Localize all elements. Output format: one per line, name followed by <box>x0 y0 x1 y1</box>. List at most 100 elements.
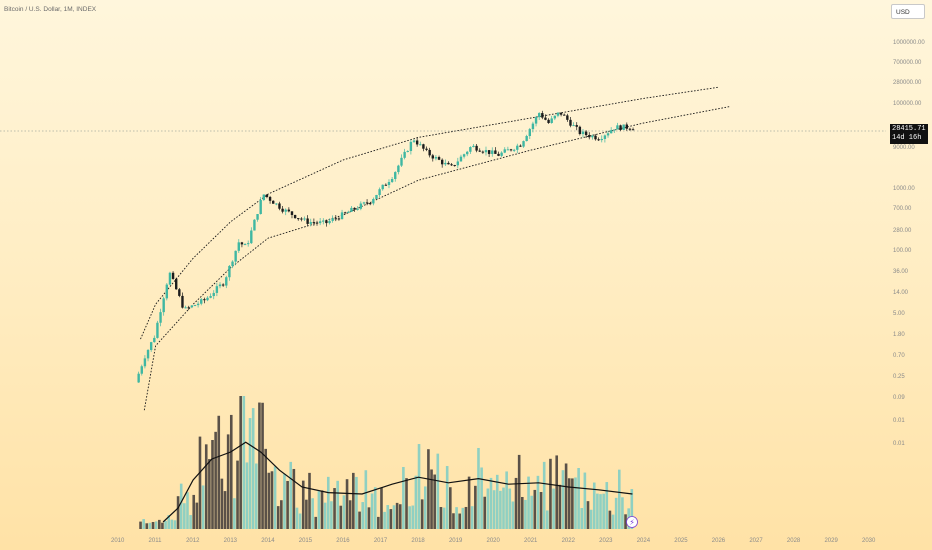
volume-bar <box>520 496 524 529</box>
candle-body <box>153 337 156 343</box>
candle-body <box>378 189 381 195</box>
candle-body <box>500 152 503 156</box>
candle-body <box>196 303 200 306</box>
volume-bar <box>367 507 371 529</box>
volume-bar <box>167 515 170 529</box>
volume-bar <box>314 516 318 529</box>
price-axis-tick-label: 700000.00 <box>893 60 922 66</box>
candle-body <box>200 299 203 304</box>
price-axis-tick-label: 700.00 <box>893 206 912 212</box>
candle-body <box>537 113 541 118</box>
candle-body <box>575 125 578 127</box>
candle-body <box>353 207 356 210</box>
volume-bar <box>267 472 271 529</box>
volume-bar <box>433 474 436 529</box>
volume-bar <box>539 491 543 529</box>
volume-bar <box>445 466 449 529</box>
volume-bar <box>217 415 221 529</box>
volume-bar <box>586 501 590 529</box>
volume-bar <box>461 507 465 529</box>
price-axis-tick-label: 1.80 <box>893 332 905 338</box>
time-axis-tick-label: 2011 <box>149 538 163 544</box>
volume-bar <box>423 486 427 529</box>
candle-body <box>453 165 456 167</box>
time-axis[interactable]: 2010 2011 2012 2013 2014 2015 2016 2017 2018 2019… <box>111 538 876 544</box>
candle-body <box>437 157 441 160</box>
currency-selector-button[interactable]: USD <box>891 4 925 19</box>
candle-body <box>340 212 344 220</box>
price-axis-tick-label: 36.00 <box>893 269 909 275</box>
volume-bar <box>527 476 530 529</box>
candle-body <box>450 164 453 166</box>
volume-bar <box>239 396 242 529</box>
candle-body <box>419 144 422 146</box>
volume-bar <box>289 461 293 529</box>
volume-bar <box>336 480 339 529</box>
volume-bar <box>170 519 174 529</box>
candle-body <box>231 261 234 266</box>
volume-bar <box>173 520 177 529</box>
candle-body <box>544 117 547 120</box>
candle-body <box>318 221 322 224</box>
volume-bar <box>495 474 499 529</box>
volume-bar <box>326 476 330 529</box>
volume-bar <box>555 455 559 529</box>
volume-bar <box>589 509 593 529</box>
price-axis-tick-label: 0.25 <box>893 374 905 380</box>
candle-body <box>184 307 187 309</box>
candle-body <box>256 214 259 220</box>
candle-body <box>387 181 391 185</box>
volume-bar <box>483 496 487 529</box>
candle-body <box>140 366 143 374</box>
candle-body <box>631 129 635 131</box>
channel-lines <box>140 86 731 411</box>
candle-body <box>591 135 594 138</box>
candle-body <box>578 126 582 135</box>
candle-body <box>628 128 632 130</box>
volume-bar <box>201 485 205 529</box>
last-price-value: 28415.71 <box>892 125 926 133</box>
volume-bar <box>524 499 527 529</box>
candle-body <box>600 138 603 141</box>
volume-bar <box>442 507 446 529</box>
lightning-icon[interactable]: ⚡ <box>626 516 638 528</box>
candle-body <box>503 149 506 153</box>
volume-bar <box>311 498 314 529</box>
candle-body <box>425 148 428 150</box>
candle-body <box>209 296 212 298</box>
time-axis-tick-label: 2021 <box>524 538 538 544</box>
price-axis-tick-label: 280000.00 <box>893 80 922 86</box>
volume-bar <box>164 520 167 529</box>
volume-bar <box>486 488 490 529</box>
price-axis[interactable]: 1000000.00 700000.00 280000.00 100000.00 900… <box>893 40 925 447</box>
candle-body <box>487 150 491 154</box>
candle-body <box>609 130 613 134</box>
price-axis-tick-label: 0.01 <box>893 418 905 424</box>
candle-body <box>284 209 287 212</box>
candle-body <box>613 129 616 131</box>
candle-body <box>516 145 519 150</box>
volume-bar <box>292 468 296 529</box>
volume-bar <box>195 502 199 529</box>
candle-body <box>268 196 272 201</box>
candle-body <box>384 184 388 186</box>
candle-body <box>246 243 250 245</box>
candle-body <box>365 202 369 204</box>
candle-body <box>525 136 528 142</box>
volume-bar <box>436 453 440 529</box>
candle-body <box>447 162 450 165</box>
volume-bar <box>398 504 402 529</box>
volume-bar <box>204 444 208 529</box>
volume-bar <box>402 466 405 529</box>
time-axis-tick-label: 2020 <box>487 538 501 544</box>
candle-body <box>259 200 262 215</box>
candle-body <box>381 184 384 190</box>
time-axis-tick-label: 2026 <box>712 538 726 544</box>
volume-bar <box>614 497 618 529</box>
candle-body <box>472 145 475 148</box>
candle-body <box>481 151 485 153</box>
candle-body <box>159 312 162 323</box>
candle-body <box>531 123 535 130</box>
candle-body <box>203 299 206 301</box>
